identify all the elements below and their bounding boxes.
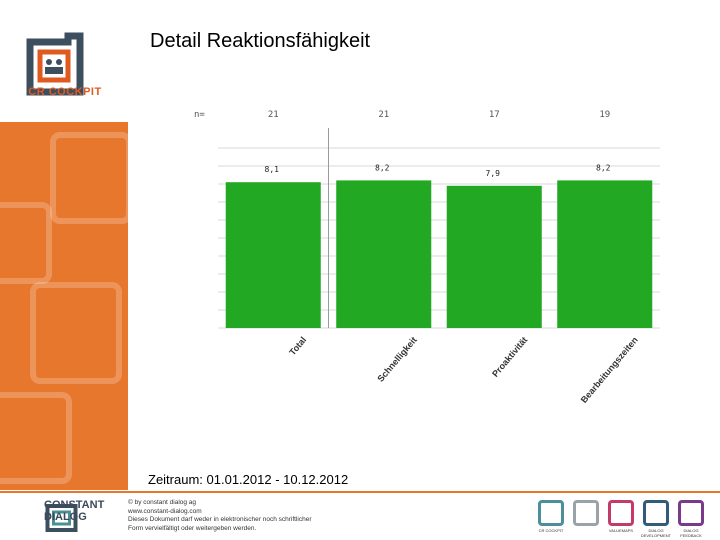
legal-line: Form vervielfältigt oder weitergeben wer… bbox=[128, 524, 257, 532]
bar-chart: n= 21 8,1 Total 21 8,2 Schnelligkeit 17 7,9 Proak… bbox=[194, 110, 660, 405]
footer-brand: CONSTANT DIALOG bbox=[44, 499, 104, 523]
footer-icon-label: DIALOG DEVELOPMENT bbox=[640, 528, 672, 538]
data-label: 8,2 bbox=[596, 163, 611, 172]
sidebar-logo-text: CR COCKPIT bbox=[28, 86, 102, 98]
dialog-feedback-icon bbox=[678, 500, 704, 526]
n-value: 19 bbox=[599, 110, 610, 120]
sidebar: CR COCKPIT bbox=[0, 0, 132, 490]
footer-brand-line1: CONSTANT bbox=[44, 499, 105, 511]
constant-dialog-logo-icon bbox=[45, 504, 78, 532]
cr-cockpit-icon bbox=[538, 500, 564, 526]
page-title: Detail Reaktionsfähigkeit bbox=[150, 30, 371, 52]
data-label: 8,2 bbox=[375, 163, 390, 172]
period-label: Zeitraum: 01.01.2012 - 10.12.2012 bbox=[148, 472, 349, 487]
data-label: 8,1 bbox=[265, 165, 280, 174]
footer-brand-line2: DIALOG bbox=[44, 511, 87, 523]
category-label: Proaktivität bbox=[490, 335, 529, 379]
sidebar-decoration bbox=[0, 122, 132, 490]
bar bbox=[336, 180, 432, 328]
dialog-development-icon bbox=[643, 500, 669, 526]
footer-divider bbox=[0, 491, 720, 493]
category-label: Bearbeitungszeiten bbox=[579, 335, 640, 405]
valuemaps-icon bbox=[608, 500, 634, 526]
footer-icon-label: DIALOG FEEDBACK bbox=[680, 528, 702, 538]
category-label: Schnelligkeit bbox=[375, 335, 418, 384]
legal-line: Dieses Dokument darf weder in elektronis… bbox=[128, 516, 312, 523]
n-value: 21 bbox=[268, 110, 279, 120]
n-label: n= bbox=[194, 110, 205, 120]
cr-cockpit-logo-icon bbox=[26, 32, 84, 96]
footer-icon-label: CR COCKPIT bbox=[538, 528, 564, 533]
unknown-icon bbox=[573, 500, 599, 526]
bar bbox=[557, 180, 653, 328]
category-label: Total bbox=[287, 335, 308, 357]
bar bbox=[446, 185, 542, 328]
footer-icon-label: VALUEMAPS bbox=[608, 528, 634, 533]
n-value: 17 bbox=[489, 110, 500, 120]
footer-legal: © by constant dialog ag www.constant-dia… bbox=[128, 499, 312, 533]
data-label: 7,9 bbox=[486, 169, 501, 178]
legal-line: © by constant dialog ag bbox=[128, 499, 197, 506]
n-value: 21 bbox=[378, 110, 389, 120]
legal-line: www.constant-dialog.com bbox=[128, 507, 202, 515]
bar bbox=[225, 182, 321, 328]
